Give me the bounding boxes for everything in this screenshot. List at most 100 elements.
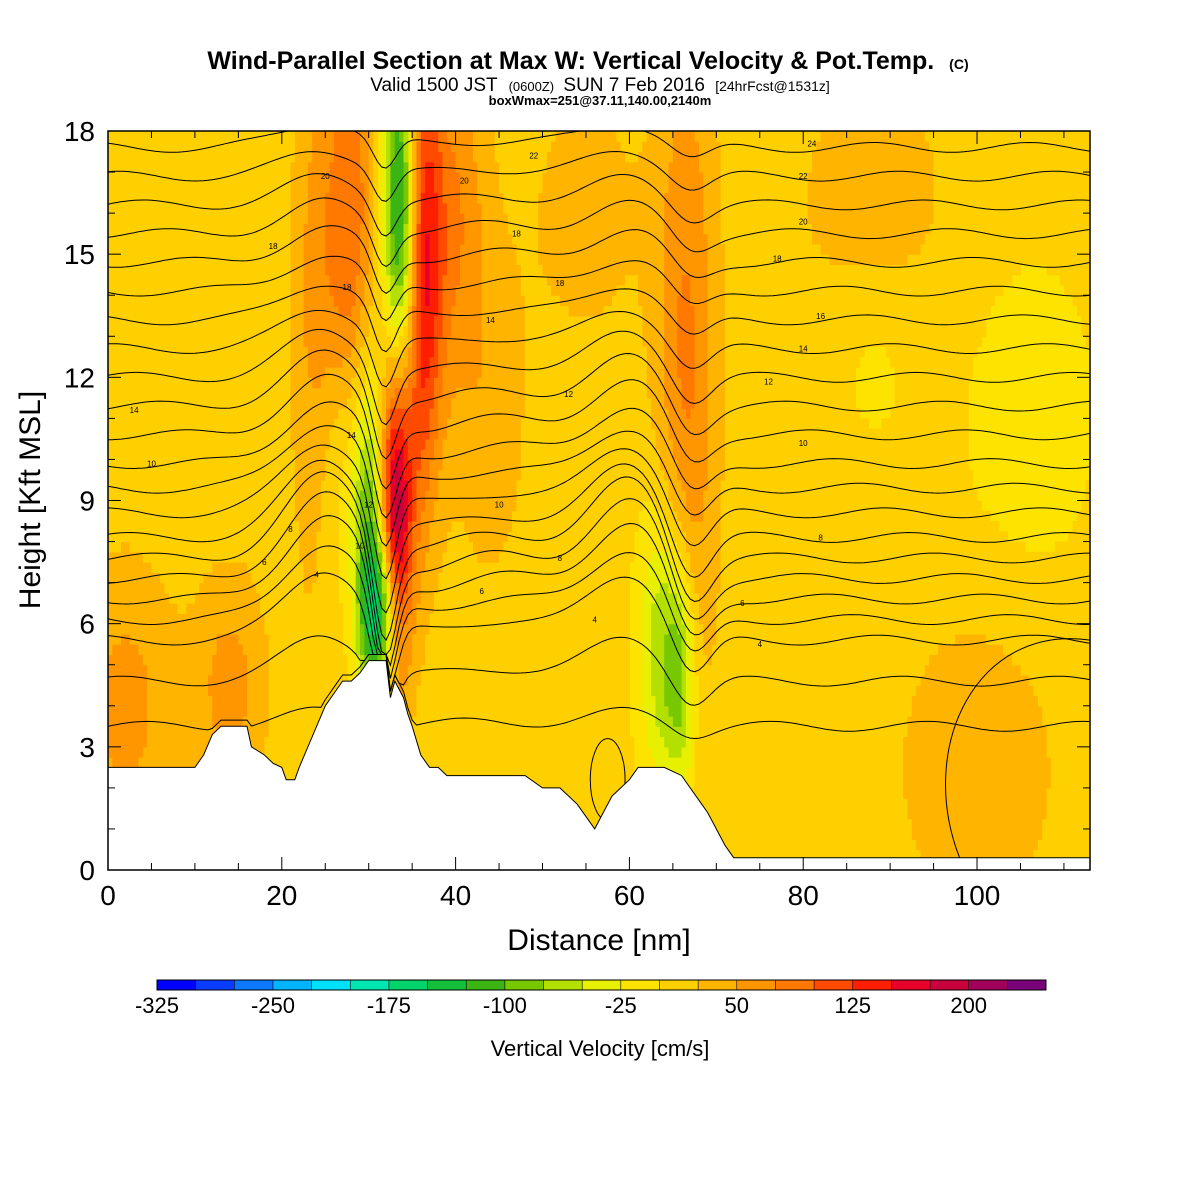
velocity-cell (177, 418, 183, 430)
velocity-cell (138, 613, 144, 625)
velocity-cell (403, 633, 409, 645)
velocity-cell (338, 243, 344, 255)
velocity-cell (325, 654, 331, 666)
velocity-cell (255, 562, 261, 573)
velocity-cell (286, 408, 292, 419)
velocity-cell (229, 367, 235, 378)
velocity-cell (338, 438, 344, 450)
velocity-cell (333, 367, 339, 378)
velocity-cell (312, 582, 318, 594)
velocity-cell (177, 264, 183, 276)
velocity-cell (320, 613, 326, 625)
velocity-cell (364, 315, 370, 327)
velocity-cell (207, 572, 213, 584)
velocity-cell (286, 531, 292, 543)
velocity-cell (386, 213, 392, 224)
velocity-cell (238, 521, 244, 532)
velocity-cell (121, 757, 126, 768)
velocity-cell (121, 459, 126, 471)
velocity-cell (286, 428, 292, 440)
velocity-cell (134, 274, 140, 286)
velocity-cell (294, 746, 300, 758)
velocity-cell (207, 449, 213, 461)
velocity-cell (220, 490, 226, 502)
velocity-cell (312, 336, 318, 348)
velocity-cell (229, 582, 235, 594)
velocity-cell (242, 397, 248, 409)
velocity-cell (268, 213, 274, 224)
velocity-cell (277, 223, 283, 235)
velocity-cell (294, 510, 300, 522)
velocity-cell (368, 141, 374, 153)
velocity-cell (264, 674, 270, 686)
velocity-cell (238, 161, 244, 173)
velocity-cell (199, 387, 205, 399)
velocity-cell (273, 192, 279, 204)
velocity-cell (273, 346, 279, 358)
velocity-cell (264, 172, 270, 183)
velocity-cell (129, 449, 135, 461)
velocity-cell (220, 192, 226, 204)
velocity-cell (155, 131, 161, 142)
velocity-cell (168, 685, 174, 697)
velocity-cell (325, 449, 331, 461)
velocity-cell (360, 254, 365, 266)
velocity-cell (207, 213, 213, 224)
velocity-cell (312, 705, 318, 717)
velocity-cell (268, 613, 274, 625)
velocity-cell (403, 510, 409, 522)
velocity-cell (355, 202, 361, 214)
velocity-cell (173, 387, 179, 399)
velocity-cell (116, 151, 122, 163)
velocity-cell (177, 695, 183, 707)
velocity-cell (333, 531, 339, 543)
velocity-cell (294, 367, 300, 378)
velocity-cell (251, 479, 257, 491)
velocity-cell (386, 438, 392, 450)
velocity-cell (381, 582, 387, 594)
velocity-cell (351, 367, 357, 378)
velocity-cell (216, 202, 222, 214)
velocity-cell (355, 644, 361, 656)
velocity-cell (116, 726, 122, 738)
velocity-cell (312, 716, 318, 727)
velocity-cell (364, 233, 370, 245)
velocity-cell (290, 695, 296, 707)
velocity-cell (234, 562, 239, 573)
velocity-cell (242, 654, 248, 666)
velocity-cell (407, 592, 413, 604)
velocity-cell (255, 254, 261, 266)
velocity-cell (108, 438, 113, 450)
velocity-cell (229, 387, 235, 399)
velocity-cell (151, 243, 157, 255)
velocity-cell (125, 726, 131, 738)
velocity-cell (181, 572, 187, 584)
velocity-cell (142, 623, 148, 635)
velocity-cell (294, 305, 300, 317)
velocity-cell (134, 305, 140, 317)
velocity-cell (116, 572, 122, 584)
velocity-cell (121, 551, 126, 563)
velocity-cell (173, 674, 179, 686)
velocity-cell (203, 521, 209, 532)
velocity-cell (194, 131, 200, 142)
velocity-cell (346, 161, 352, 173)
velocity-cell (147, 336, 153, 348)
velocity-cell (173, 377, 179, 389)
velocity-cell (346, 233, 352, 245)
velocity-cell (181, 623, 187, 635)
velocity-cell (268, 223, 274, 235)
velocity-cell (164, 736, 170, 748)
velocity-cell (281, 469, 287, 481)
velocity-cell (346, 141, 352, 153)
velocity-cell (125, 284, 131, 296)
velocity-cell (116, 346, 122, 358)
velocity-cell (325, 428, 331, 440)
velocity-cell (333, 479, 339, 491)
velocity-cell (194, 449, 200, 461)
velocity-cell (121, 213, 126, 224)
velocity-cell (242, 603, 248, 614)
velocity-cell (238, 408, 244, 419)
velocity-cell (316, 264, 322, 276)
velocity-cell (168, 644, 174, 656)
